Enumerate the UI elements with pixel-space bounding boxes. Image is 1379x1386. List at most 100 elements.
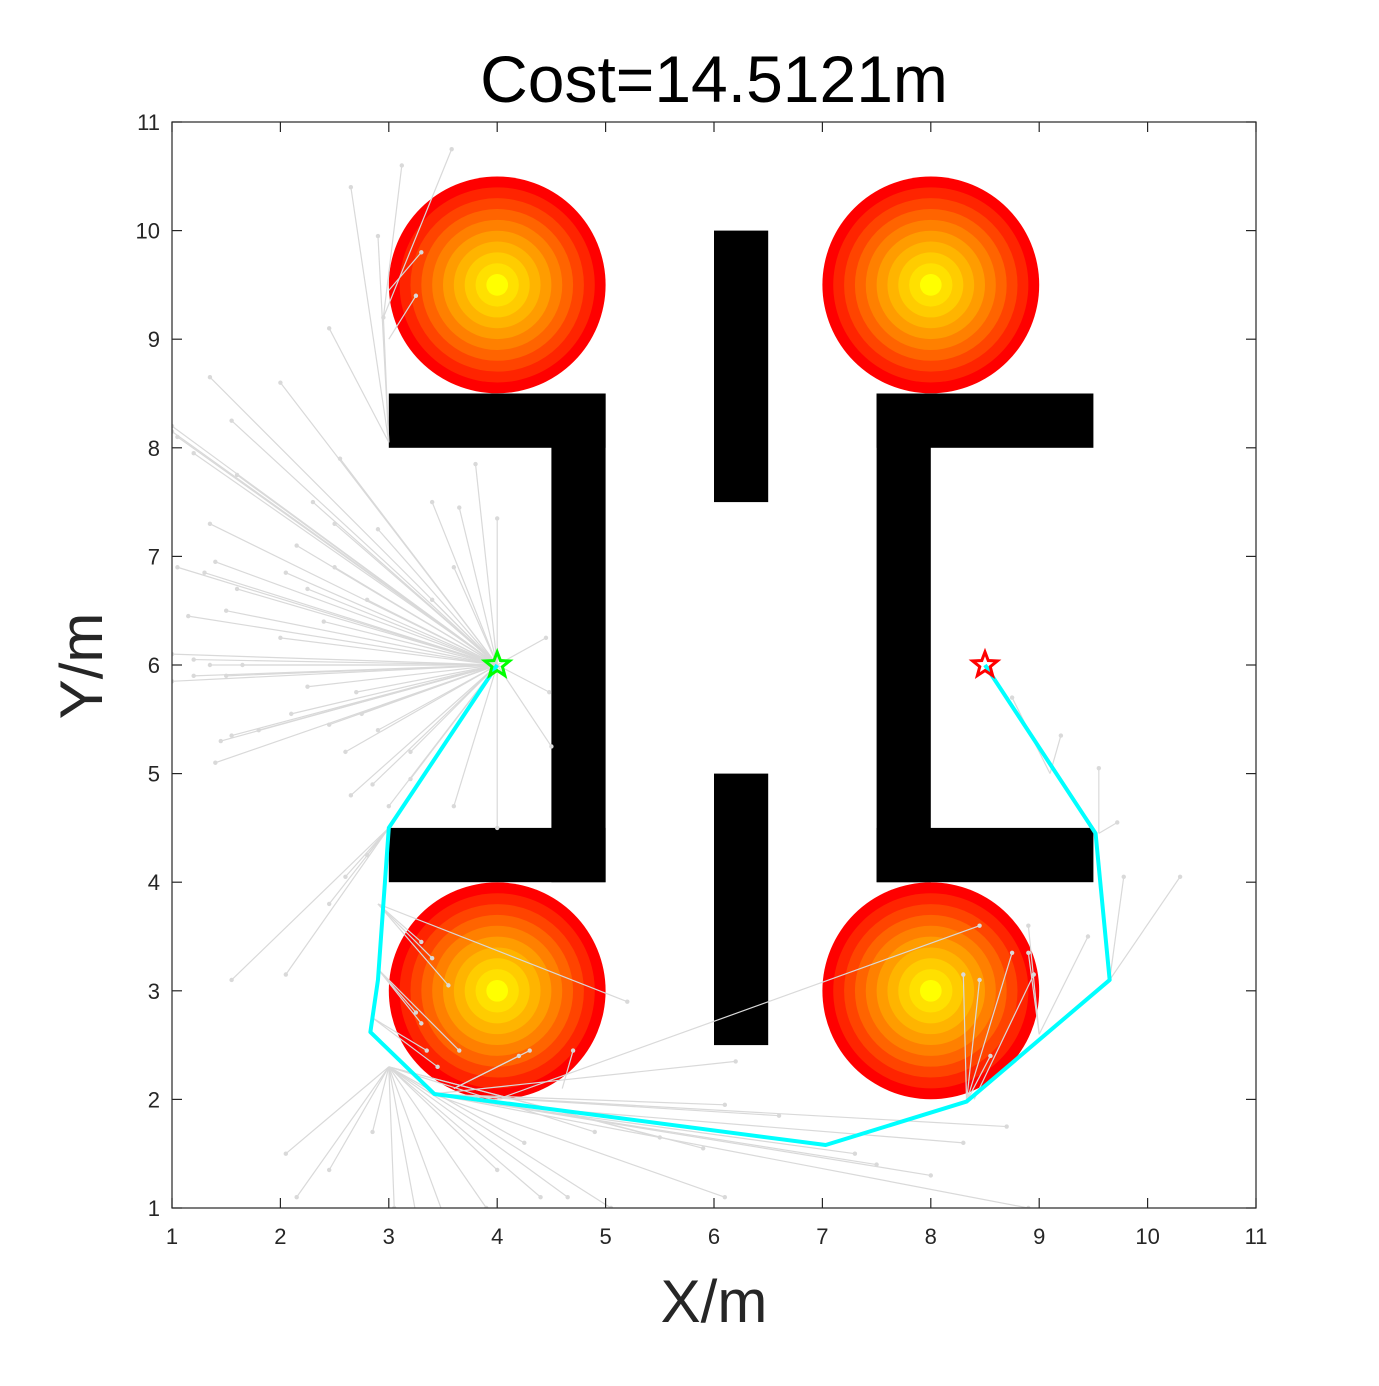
y-tick-label: 8 bbox=[148, 436, 160, 461]
marker-layer bbox=[480, 647, 1002, 679]
tree-node-71 bbox=[326, 901, 332, 907]
tree-node-45 bbox=[386, 803, 391, 809]
tree-edge-56 bbox=[453, 567, 498, 666]
tree-edge-44 bbox=[410, 664, 498, 753]
circle-obstacle-0-band-9 bbox=[486, 274, 509, 296]
tree-node-109 bbox=[961, 1140, 966, 1146]
rect-obstacle-1 bbox=[551, 393, 606, 883]
tree-edge-69 bbox=[285, 827, 390, 975]
y-tick-label: 2 bbox=[148, 1087, 160, 1112]
y-tick-label: 4 bbox=[148, 870, 160, 895]
tree-edge-112 bbox=[962, 974, 968, 1102]
tree-node-15 bbox=[234, 586, 240, 592]
goal-marker bbox=[968, 647, 1002, 679]
tree-node-47 bbox=[451, 803, 457, 809]
tree-edge-41 bbox=[377, 664, 498, 731]
tree-node-75 bbox=[446, 983, 451, 988]
tree-edge-32 bbox=[356, 664, 498, 693]
rect-obstacle-2 bbox=[388, 827, 606, 883]
tree-edge-85 bbox=[371, 1066, 390, 1133]
tree-edge-84 bbox=[328, 1066, 390, 1171]
tree-edge-81 bbox=[372, 1017, 438, 1068]
tree-node-104 bbox=[722, 1194, 728, 1200]
chart-title: Cost=14.5121m bbox=[480, 42, 948, 116]
tree-edge-15 bbox=[236, 588, 498, 666]
tree-node-48 bbox=[495, 825, 500, 831]
tree-node-81 bbox=[435, 1064, 440, 1070]
tree-edge-111 bbox=[496, 925, 980, 1100]
tree-edge-80 bbox=[372, 1017, 428, 1052]
rect-obstacle-4 bbox=[714, 773, 769, 1046]
tree-edge-67 bbox=[328, 328, 390, 443]
circle-obstacle-2-band-9 bbox=[486, 979, 509, 1002]
tree-node-21 bbox=[224, 608, 229, 613]
tree-edge-88 bbox=[388, 1066, 442, 1208]
tree-node-99 bbox=[776, 1113, 782, 1118]
tree-edge-125 bbox=[1038, 936, 1089, 1035]
axis-ticks bbox=[171, 121, 1257, 1209]
x-tick-label: 8 bbox=[925, 1224, 937, 1249]
tree-edge-53 bbox=[474, 464, 498, 666]
plot-area bbox=[172, 146, 1183, 1208]
tree-edge-87 bbox=[388, 1066, 416, 1208]
tree-node-63 bbox=[399, 163, 405, 168]
tree-node-11 bbox=[207, 521, 213, 527]
tree-node-76 bbox=[625, 999, 630, 1004]
tree-edge-116 bbox=[973, 974, 1035, 1100]
tree-edge-108 bbox=[432, 1093, 1007, 1128]
tree-edge-103 bbox=[561, 1050, 574, 1089]
tree-edge-89 bbox=[388, 1066, 487, 1208]
tree-node-106 bbox=[928, 1173, 933, 1178]
tree-edge-14 bbox=[204, 572, 498, 666]
x-tick-label: 11 bbox=[1245, 1224, 1268, 1249]
tree-node-113 bbox=[977, 977, 982, 983]
final-path bbox=[368, 663, 1112, 1148]
tree-edge-55 bbox=[431, 501, 498, 666]
tree-edge-75 bbox=[377, 903, 449, 986]
tree-node-121 bbox=[1115, 820, 1120, 825]
tree-edge-18 bbox=[366, 599, 498, 666]
tree-node-92 bbox=[538, 1194, 543, 1200]
x-tick-labels: 1 2 3 4 5 6 7 8 9 10 11 bbox=[166, 1224, 1268, 1249]
tree-edge-68 bbox=[231, 827, 390, 981]
tree-edge-22 bbox=[280, 637, 498, 666]
tree-edge-57 bbox=[431, 599, 498, 666]
tree-node-56 bbox=[451, 565, 457, 570]
tree-node-103 bbox=[570, 1048, 576, 1053]
tree-edge-104 bbox=[431, 1093, 726, 1198]
tree-node-33 bbox=[289, 711, 294, 717]
tree-node-94 bbox=[592, 1129, 597, 1135]
tree-node-119 bbox=[1121, 874, 1126, 879]
tree-node-85 bbox=[370, 1129, 375, 1135]
tree-node-54 bbox=[457, 505, 462, 510]
tree-node-29 bbox=[191, 673, 196, 679]
y-tick-label: 11 bbox=[137, 110, 160, 135]
tree-node-41 bbox=[375, 727, 381, 733]
tree-node-110 bbox=[852, 1151, 858, 1156]
tree-node-125 bbox=[1085, 934, 1091, 939]
tree-edge-12 bbox=[215, 561, 498, 666]
tree-node-111 bbox=[977, 923, 982, 928]
tree-node-102 bbox=[527, 1048, 532, 1053]
tree-edge-30 bbox=[226, 664, 498, 677]
tree-edge-93 bbox=[388, 1066, 569, 1198]
tree-edge-120 bbox=[1109, 876, 1181, 981]
tree-edge-113 bbox=[965, 979, 981, 1102]
tree-node-66 bbox=[413, 293, 419, 298]
tree-edge-10 bbox=[334, 523, 498, 666]
tree-node-10 bbox=[332, 521, 337, 527]
tree-node-108 bbox=[1004, 1124, 1009, 1129]
tree-node-62 bbox=[375, 233, 381, 239]
tree-node-7 bbox=[278, 380, 283, 385]
tree-edge-63 bbox=[382, 165, 403, 318]
tree-node-36 bbox=[229, 733, 234, 738]
tree-node-16 bbox=[283, 570, 289, 575]
circle-obstacle-1-band-9 bbox=[919, 274, 942, 296]
x-tick-label: 3 bbox=[383, 1224, 395, 1249]
tree-edge-39 bbox=[215, 664, 498, 764]
tree-edge-23 bbox=[323, 620, 498, 666]
tree-node-32 bbox=[354, 689, 359, 695]
tree-edge-58 bbox=[377, 528, 498, 666]
tree-edge-91 bbox=[388, 1066, 525, 1144]
